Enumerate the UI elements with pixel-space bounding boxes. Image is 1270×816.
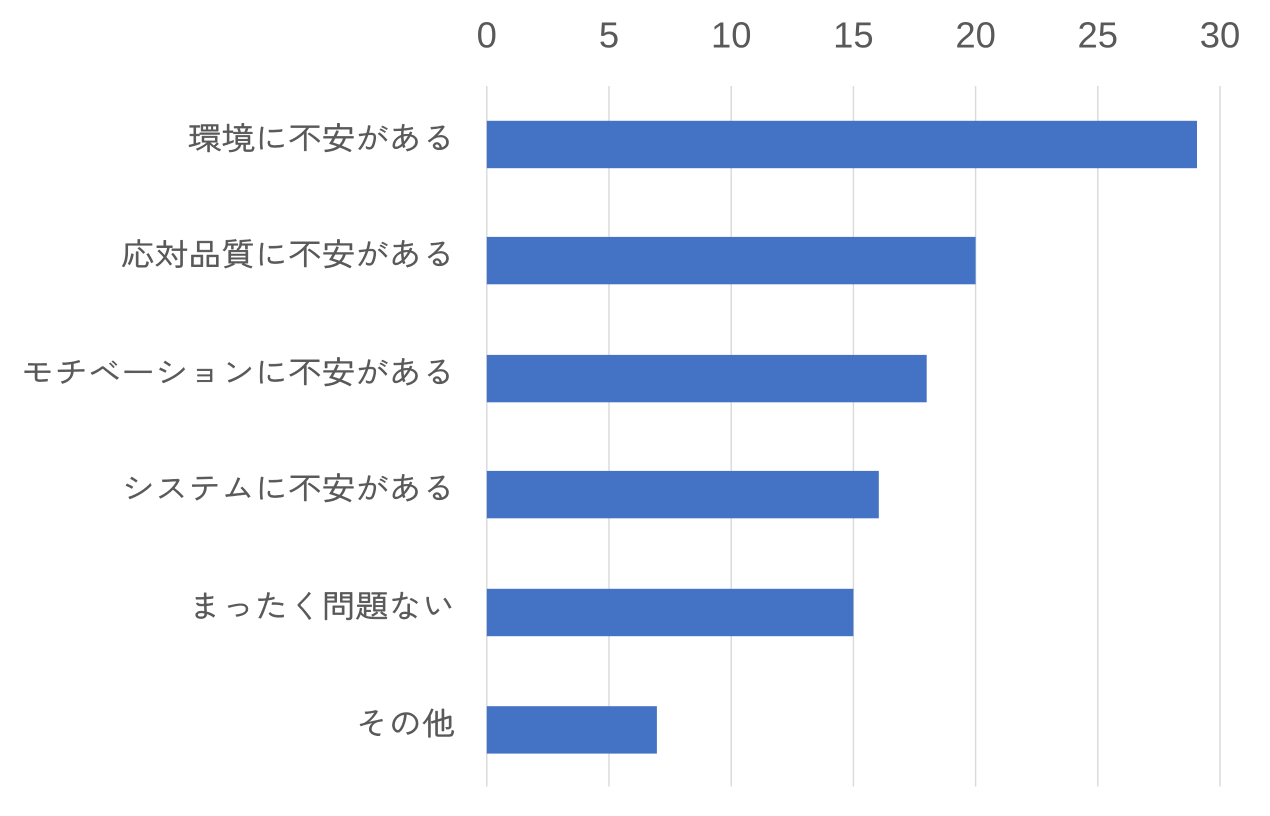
svg-text:15: 15 bbox=[833, 15, 873, 56]
svg-text:5: 5 bbox=[599, 15, 619, 56]
svg-text:30: 30 bbox=[1200, 15, 1240, 56]
svg-text:10: 10 bbox=[711, 15, 751, 56]
svg-text:25: 25 bbox=[1078, 15, 1118, 56]
svg-text:0: 0 bbox=[477, 15, 497, 56]
svg-text:20: 20 bbox=[955, 15, 995, 56]
